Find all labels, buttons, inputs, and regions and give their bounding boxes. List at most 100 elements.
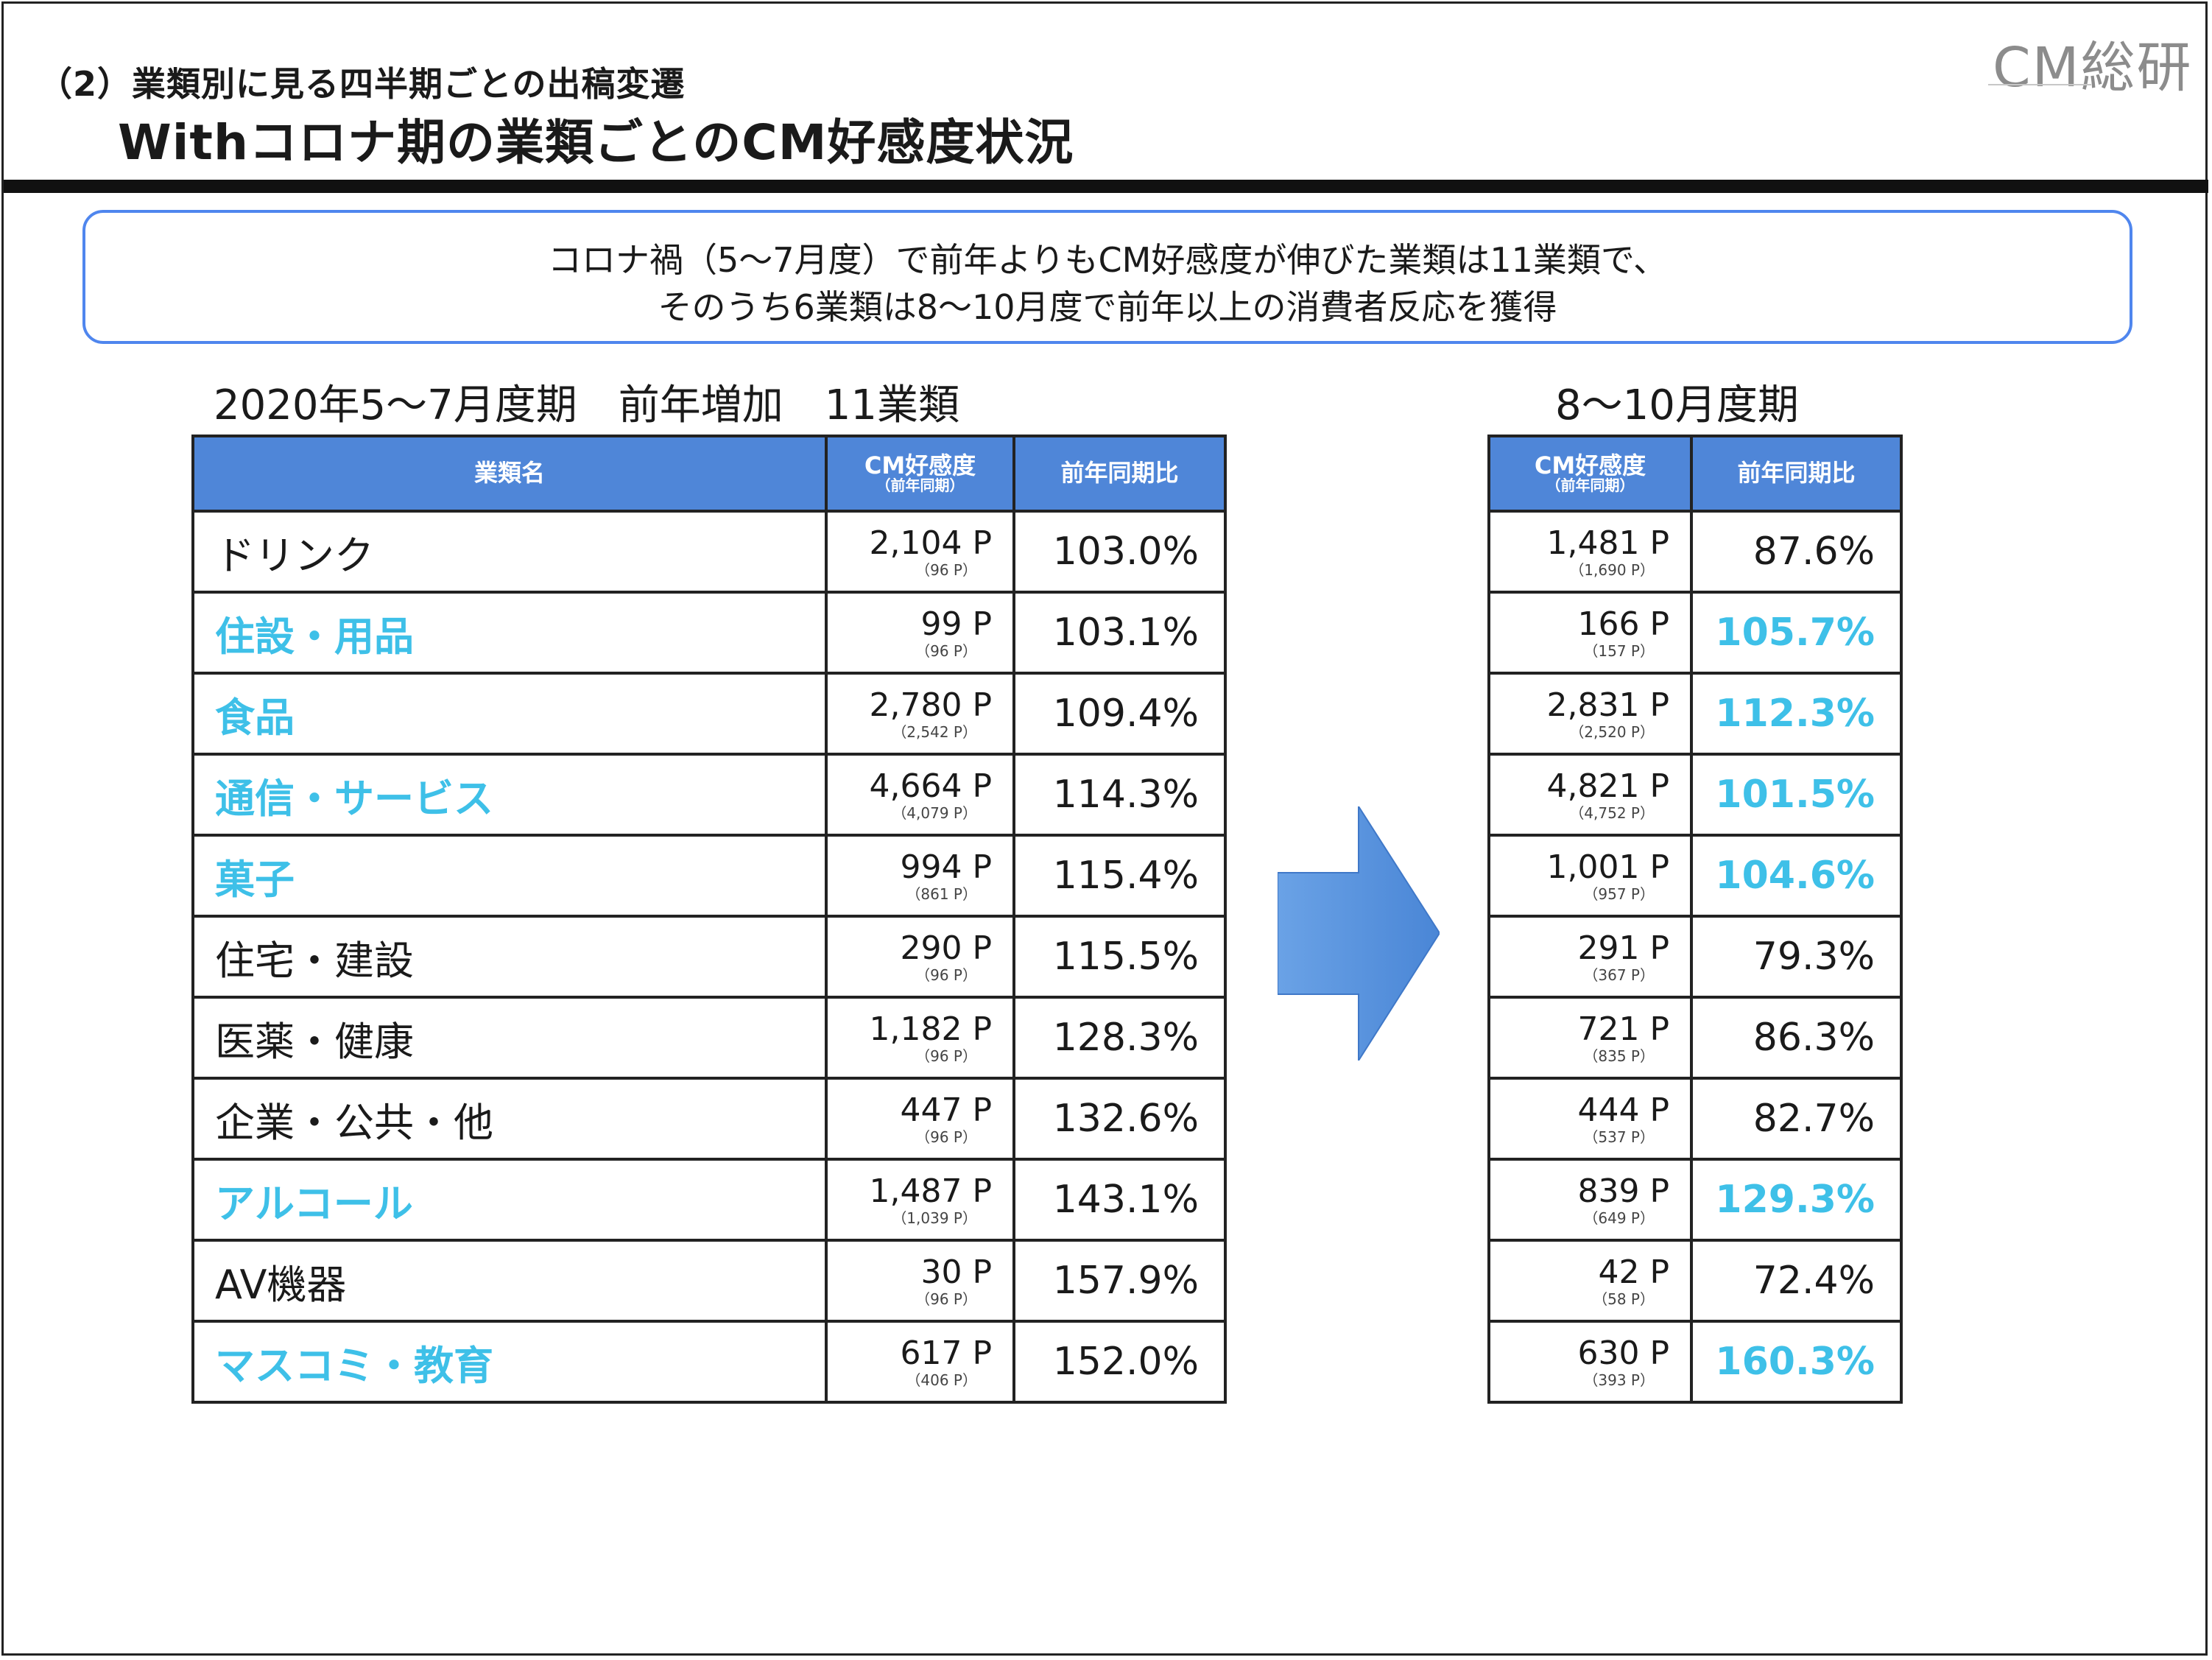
yoy-ratio: 160.3%	[1690, 1320, 1903, 1404]
category-name: 住宅・建設	[191, 915, 828, 999]
cm-score: 2,831 P	[1546, 686, 1669, 724]
cm-score: 4,664 P	[869, 767, 992, 805]
logo-text: CM総研	[1993, 36, 2193, 99]
header-ratio: 前年同期比	[1012, 435, 1227, 513]
yoy-ratio: 86.3%	[1690, 996, 1903, 1080]
yoy-ratio: 157.9%	[1012, 1239, 1227, 1323]
cm-score: 721 P	[1577, 1010, 1669, 1048]
yoy-ratio: 101.5%	[1690, 753, 1903, 837]
cm-score: 447 P	[900, 1091, 992, 1129]
yoy-ratio: 115.4%	[1012, 834, 1227, 918]
right-arrow-icon	[1278, 806, 1440, 1061]
header-cm: CM好感度 （前年同期）	[1487, 435, 1693, 513]
cm-prev-score: （537 P）	[1583, 1128, 1655, 1146]
table-row: 1,481 P （1,690 P） 87.6%	[1487, 510, 1903, 594]
cm-score: 30 P	[920, 1253, 992, 1291]
category-name: ドリンク	[191, 510, 828, 594]
cm-prev-score: （4,752 P）	[1569, 804, 1655, 822]
cm-score-cell: 291 P （367 P）	[1487, 915, 1693, 999]
table-row: 医薬・健康 1,182 P （96 P） 128.3%	[191, 996, 1227, 1080]
table-row: 839 P （649 P） 129.3%	[1487, 1158, 1903, 1242]
cm-score-cell: 1,001 P （957 P）	[1487, 834, 1693, 918]
header-cm: CM好感度 （前年同期）	[825, 435, 1015, 513]
cm-score-cell: 447 P （96 P）	[825, 1077, 1015, 1161]
cm-score: 994 P	[900, 848, 992, 886]
category-name: 通信・サービス	[191, 753, 828, 837]
table-row: 住設・用品 99 P （96 P） 103.1%	[191, 591, 1227, 675]
cm-prev-score: （406 P）	[906, 1371, 977, 1389]
cm-prev-score: （58 P）	[1593, 1290, 1655, 1308]
right-table-title: 8〜10月度期	[1555, 381, 1799, 429]
cm-score: 2,104 P	[869, 524, 992, 562]
yoy-ratio: 79.3%	[1690, 915, 1903, 999]
cm-score-cell: 2,104 P （96 P）	[825, 510, 1015, 594]
callout-line-1: コロナ禍（5〜7月度）で前年よりもCM好感度が伸びた業類は11業類で、	[547, 240, 1668, 280]
cm-score: 444 P	[1577, 1091, 1669, 1129]
table-header-row: 業類名 CM好感度 （前年同期） 前年同期比	[191, 435, 1227, 513]
cm-score: 2,780 P	[869, 686, 992, 724]
cm-score: 630 P	[1577, 1334, 1669, 1372]
cm-score: 166 P	[1577, 605, 1669, 643]
brand-logo: CM総研	[1988, 24, 2191, 99]
cm-score: 1,182 P	[869, 1010, 992, 1048]
cm-score: 617 P	[900, 1334, 992, 1372]
cm-score: 291 P	[1577, 929, 1669, 967]
summary-callout: コロナ禍（5〜7月度）で前年よりもCM好感度が伸びた業類は11業類で、 そのうち…	[82, 210, 2132, 344]
yoy-ratio: 132.6%	[1012, 1077, 1227, 1161]
table-row: 630 P （393 P） 160.3%	[1487, 1320, 1903, 1404]
category-name: AV機器	[191, 1239, 828, 1323]
cm-score: 99 P	[920, 605, 992, 643]
yoy-ratio: 129.3%	[1690, 1158, 1903, 1242]
right-data-table: CM好感度 （前年同期） 前年同期比 1,481 P （1,690 P） 87.6% 1…	[1487, 435, 1903, 1404]
cm-score-cell: 721 P （835 P）	[1487, 996, 1693, 1080]
table-row: 444 P （537 P） 82.7%	[1487, 1077, 1903, 1161]
yoy-ratio: 143.1%	[1012, 1158, 1227, 1242]
cm-prev-score: （1,690 P）	[1569, 561, 1655, 579]
callout-line-2: そのうち6業類は8〜10月度で前年以上の消費者反応を獲得	[658, 287, 1557, 327]
cm-prev-score: （2,542 P）	[892, 723, 977, 741]
cm-score-cell: 1,481 P （1,690 P）	[1487, 510, 1693, 594]
yoy-ratio: 72.4%	[1690, 1239, 1903, 1323]
cm-score-cell: 839 P （649 P）	[1487, 1158, 1693, 1242]
yoy-ratio: 82.7%	[1690, 1077, 1903, 1161]
category-name: マスコミ・教育	[191, 1320, 828, 1404]
table-row: アルコール 1,487 P （1,039 P） 143.1%	[191, 1158, 1227, 1242]
yoy-ratio: 112.3%	[1690, 672, 1903, 756]
section-subtitle: （2）業類別に見る四半期ごとの出稿変遷	[38, 64, 686, 104]
cm-prev-score: （1,039 P）	[892, 1209, 977, 1227]
cm-prev-score: （96 P）	[915, 1128, 977, 1146]
cm-score-cell: 1,182 P （96 P）	[825, 996, 1015, 1080]
category-name: 企業・公共・他	[191, 1077, 828, 1161]
cm-prev-score: （157 P）	[1583, 642, 1655, 660]
table-row: 企業・公共・他 447 P （96 P） 132.6%	[191, 1077, 1227, 1161]
cm-score-cell: 30 P （96 P）	[825, 1239, 1015, 1323]
cm-prev-score: （367 P）	[1583, 966, 1655, 984]
yoy-ratio: 114.3%	[1012, 753, 1227, 837]
yoy-ratio: 105.7%	[1690, 591, 1903, 675]
cm-score: 1,487 P	[869, 1172, 992, 1210]
table-row: 食品 2,780 P （2,542 P） 109.4%	[191, 672, 1227, 756]
header-divider	[4, 180, 2208, 193]
cm-score-cell: 2,780 P （2,542 P）	[825, 672, 1015, 756]
table-row: 42 P （58 P） 72.4%	[1487, 1239, 1903, 1323]
cm-prev-score: （96 P）	[915, 1047, 977, 1065]
table-row: 通信・サービス 4,664 P （4,079 P） 114.3%	[191, 753, 1227, 837]
category-name: 菓子	[191, 834, 828, 918]
header-ratio: 前年同期比	[1690, 435, 1903, 513]
cm-score-cell: 444 P （537 P）	[1487, 1077, 1693, 1161]
yoy-ratio: 103.0%	[1012, 510, 1227, 594]
yoy-ratio: 104.6%	[1690, 834, 1903, 918]
cm-score: 290 P	[900, 929, 992, 967]
cm-score-cell: 4,821 P （4,752 P）	[1487, 753, 1693, 837]
yoy-ratio: 152.0%	[1012, 1320, 1227, 1404]
cm-prev-score: （96 P）	[915, 561, 977, 579]
cm-score-cell: 166 P （157 P）	[1487, 591, 1693, 675]
cm-score-cell: 2,831 P （2,520 P）	[1487, 672, 1693, 756]
cm-prev-score: （835 P）	[1583, 1047, 1655, 1065]
yoy-ratio: 103.1%	[1012, 591, 1227, 675]
cm-score: 839 P	[1577, 1172, 1669, 1210]
table-row: 721 P （835 P） 86.3%	[1487, 996, 1903, 1080]
cm-prev-score: （393 P）	[1583, 1371, 1655, 1389]
category-name: 住設・用品	[191, 591, 828, 675]
